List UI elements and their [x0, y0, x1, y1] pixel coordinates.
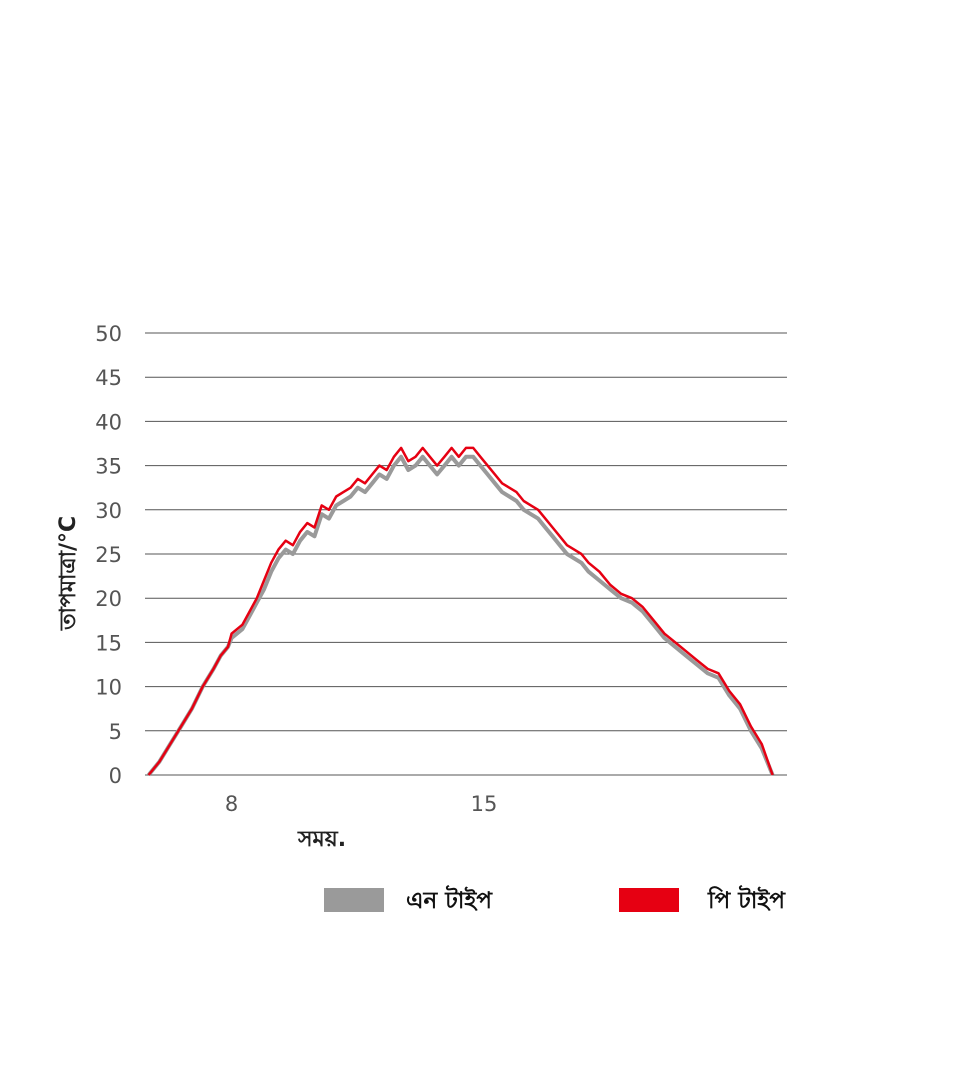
y-tick-label: 50	[95, 322, 122, 346]
series-line-p-type	[147, 446, 774, 776]
series-lines	[147, 446, 775, 777]
y-tick-label: 30	[95, 499, 122, 523]
y-tick-label: 45	[95, 366, 122, 390]
y-tick-label: 25	[95, 543, 122, 567]
gridlines	[145, 332, 787, 776]
y-tick-label: 0	[109, 764, 122, 788]
x-tick-labels: 8 15	[225, 792, 498, 816]
series-line-n-type	[147, 454, 775, 777]
y-tick-label: 15	[95, 631, 122, 655]
y-tick-label: 40	[95, 410, 122, 434]
y-tick-label: 20	[95, 587, 122, 611]
y-tick-labels: 0 5 10 15 20 25 30 35 40 45 50	[95, 322, 122, 788]
x-tick-label: 8	[225, 792, 238, 816]
x-tick-label: 15	[471, 792, 498, 816]
y-tick-label: 35	[95, 455, 122, 479]
legend-swatch-p-type	[619, 888, 679, 912]
x-axis-label: সময়.	[297, 827, 346, 852]
y-tick-label: 5	[109, 720, 122, 744]
legend-label-p-type: পি টাইপ	[707, 885, 786, 914]
y-axis-label: তাপমাত্রা/°C	[56, 516, 81, 631]
y-tick-label: 10	[95, 676, 122, 700]
legend: এন টাইপ পি টাইপ	[324, 885, 786, 914]
legend-swatch-n-type	[324, 888, 384, 912]
legend-label-n-type: এন টাইপ	[406, 885, 493, 914]
